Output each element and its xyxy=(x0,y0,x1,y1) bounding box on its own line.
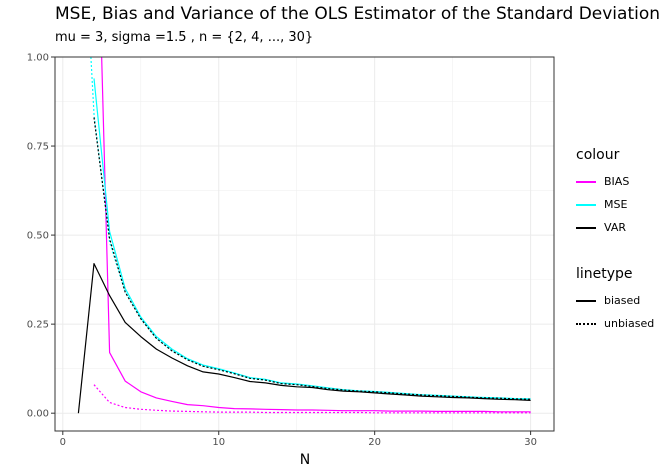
legend-colour: colour BIAS MSE VAR xyxy=(576,147,629,239)
legend-key-bias xyxy=(576,180,596,183)
legend-key-var xyxy=(576,226,596,229)
legend-item-bias: BIAS xyxy=(576,170,629,193)
legend-item-var: VAR xyxy=(576,216,629,239)
axis-ticks: 0 10 20 30 0.00 0.25 0.50 0.75 1.00 xyxy=(27,53,537,449)
plot-panel xyxy=(55,57,554,431)
x-tick-label: 20 xyxy=(368,437,381,448)
chart-title: MSE, Bias and Variance of the OLS Estima… xyxy=(55,4,661,24)
legend-label-unbiased: unbiased xyxy=(604,317,655,330)
legend-key-unbiased xyxy=(576,322,596,325)
series-bias-unbiased-line xyxy=(93,384,531,414)
x-axis-title: N xyxy=(300,452,310,468)
series-bias-biased-line xyxy=(101,57,531,413)
y-tick-label: 0.25 xyxy=(27,320,49,331)
x-tick-label: 30 xyxy=(524,437,537,448)
legend-label-biased: biased xyxy=(604,294,641,307)
y-tick-label: 0.75 xyxy=(27,142,49,153)
y-tick-label: 0.50 xyxy=(27,231,49,242)
legend-key-biased xyxy=(576,299,596,302)
y-tick-label: 1.00 xyxy=(27,53,49,64)
plot-border xyxy=(54,56,555,432)
legend-linetype: linetype biased unbiased xyxy=(576,266,654,335)
legend-linetype-title: linetype xyxy=(576,266,633,282)
legend-colour-title: colour xyxy=(576,147,620,163)
legend-label-bias: BIAS xyxy=(604,175,630,188)
legend-item-biased: biased xyxy=(576,289,654,312)
y-tick-label: 0.00 xyxy=(27,409,49,420)
chart-subtitle: mu = 3, sigma =1.5 , n = {2, 4, ..., 30} xyxy=(55,30,314,45)
x-tick-label: 0 xyxy=(60,437,66,448)
x-tick-label: 10 xyxy=(212,437,225,448)
legend-label-mse: MSE xyxy=(604,198,628,211)
series-lines xyxy=(77,57,531,414)
legend-item-mse: MSE xyxy=(576,193,629,216)
series-var-unbiased-line xyxy=(93,117,531,400)
series-mse-unbiased-line xyxy=(90,57,531,400)
legend-key-mse xyxy=(576,203,596,206)
legend-label-var: VAR xyxy=(604,221,626,234)
legend-item-unbiased: unbiased xyxy=(576,312,654,335)
gridlines xyxy=(55,56,554,431)
series-var-biased-line xyxy=(77,263,531,414)
